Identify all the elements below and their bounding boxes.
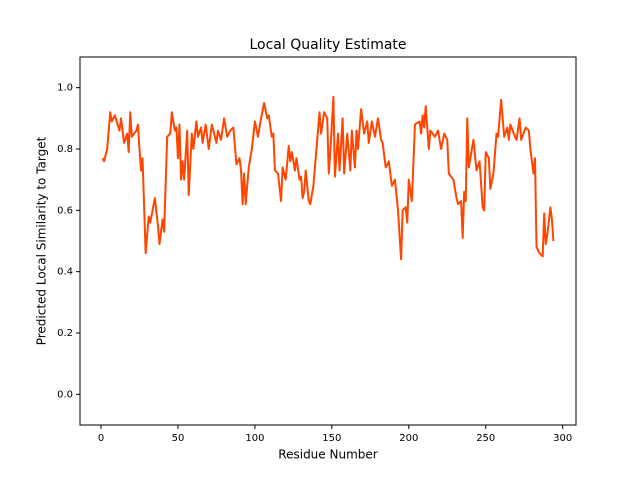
y-tick-label: 0.0 xyxy=(57,389,73,400)
x-tick-label: 50 xyxy=(172,433,185,444)
y-tick-label: 0.6 xyxy=(57,205,73,216)
y-tick-label: 0.4 xyxy=(57,267,73,278)
line xyxy=(101,95,555,261)
x-tick-label: 250 xyxy=(476,433,495,444)
y-tick-label: 0.2 xyxy=(57,328,73,339)
x-tick-label: 200 xyxy=(399,433,418,444)
y-tick-label: 1.0 xyxy=(57,83,73,94)
x-tick-label: 300 xyxy=(553,433,572,444)
y-tick-label: 0.8 xyxy=(57,144,73,155)
chart-title: Local Quality Estimate xyxy=(249,37,406,53)
x-tick-label: 100 xyxy=(245,433,264,444)
x-axis-label: Residue Number xyxy=(278,448,377,462)
y-axis-label: Predicted Local Similarity to Target xyxy=(35,136,49,345)
x-tick-label: 150 xyxy=(322,433,341,444)
plot-frame xyxy=(79,56,577,426)
x-tick-label: 0 xyxy=(98,433,104,444)
